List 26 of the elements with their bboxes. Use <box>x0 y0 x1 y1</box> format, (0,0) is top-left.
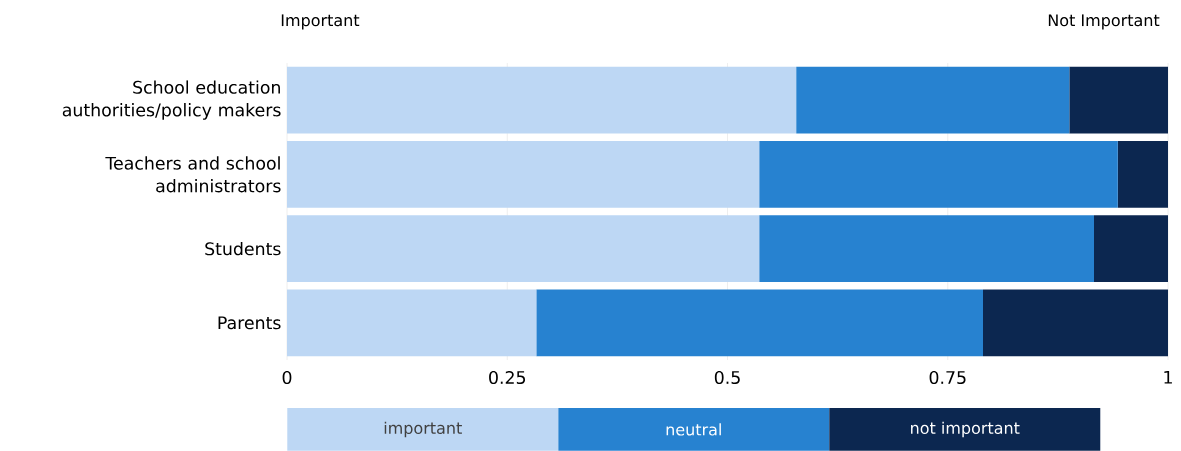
bar <box>536 289 983 357</box>
text: Not Important <box>1048 14 1160 30</box>
bar <box>287 66 797 134</box>
x-tick-label: 0.5 <box>714 370 740 385</box>
x-tick-label: 0.25 <box>489 370 526 385</box>
bar <box>1094 215 1168 282</box>
text: important <box>384 421 462 438</box>
text: neutral <box>666 423 721 436</box>
bar <box>1069 66 1168 134</box>
text: Important <box>281 14 360 30</box>
y-tick-label: Parents <box>218 316 281 330</box>
bar <box>796 66 1070 134</box>
x-tick-label: 1 <box>1164 370 1172 384</box>
y-tick-label: Teachers and school administrators <box>105 156 281 193</box>
x-tick-label: 0.75 <box>929 370 966 385</box>
y-tick-label: Students <box>205 241 281 256</box>
bar <box>287 289 537 357</box>
bar <box>759 141 1118 208</box>
bar <box>287 215 760 282</box>
text: not important <box>911 421 1020 438</box>
bar <box>1117 141 1168 208</box>
bar <box>983 289 1168 357</box>
y-tick-label: School education authorities/policy makers <box>62 80 281 120</box>
bar <box>759 215 1094 282</box>
x-tick-label: 0 <box>282 370 292 385</box>
bar <box>287 141 760 208</box>
